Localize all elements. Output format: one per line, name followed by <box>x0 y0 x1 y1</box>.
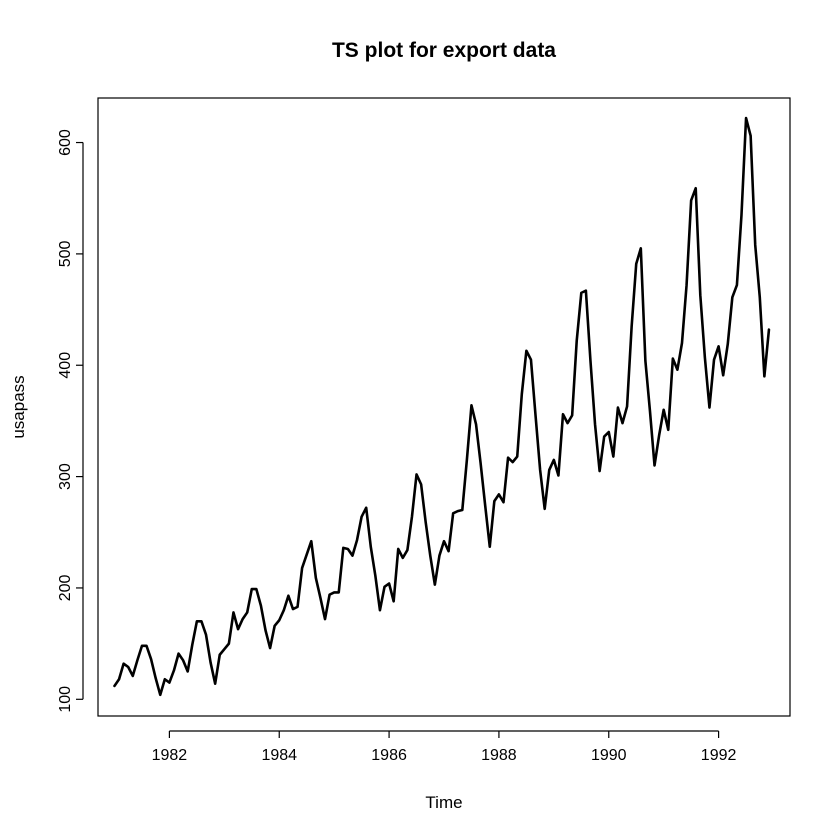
x-tick-label: 1982 <box>152 747 188 764</box>
y-tick-label: 500 <box>57 240 74 267</box>
y-axis: 100 200 300 400 500 600 <box>57 129 84 713</box>
x-axis: 1982 1984 1986 1988 1990 1992 <box>152 730 737 764</box>
x-tick-label: 1986 <box>371 747 407 764</box>
y-tick-label: 200 <box>57 575 74 602</box>
y-tick-label: 100 <box>57 686 74 713</box>
x-tick-label: 1988 <box>481 747 517 764</box>
x-tick-label: 1990 <box>591 747 627 764</box>
plot-frame <box>97 97 791 717</box>
y-tick-label: 300 <box>57 463 74 490</box>
y-axis-label: usapass <box>9 375 28 438</box>
series-line-usapass <box>113 116 771 697</box>
x-axis-label: Time <box>425 793 462 812</box>
x-tick-label: 1984 <box>261 747 297 764</box>
y-tick-label: 600 <box>57 129 74 156</box>
x-tick-label: 1992 <box>701 747 737 764</box>
chart-title: TS plot for export data <box>332 39 556 62</box>
y-tick-label: 400 <box>57 352 74 379</box>
